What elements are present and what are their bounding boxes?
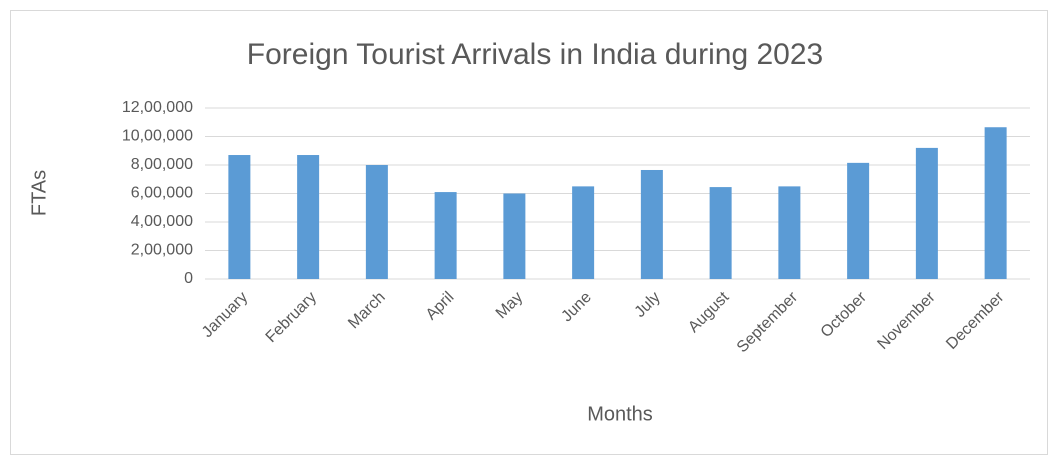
y-axis-title: FTAs — [28, 170, 50, 216]
y-tick-label: 12,00,000 — [122, 99, 193, 116]
bar — [778, 186, 801, 279]
bar — [228, 155, 251, 279]
chart-title: Foreign Tourist Arrivals in India during… — [247, 38, 823, 71]
bar — [434, 192, 457, 279]
bar — [572, 186, 595, 279]
chart-border — [10, 10, 1048, 455]
bar — [915, 147, 938, 279]
y-tick-label: 6,00,000 — [131, 185, 193, 202]
y-tick-label: 8,00,000 — [131, 156, 193, 173]
y-tick-label: 10,00,000 — [122, 128, 193, 145]
x-axis-title: Months — [587, 403, 653, 425]
y-tick-label: 2,00,000 — [131, 242, 193, 259]
y-tick-label: 0 — [184, 270, 193, 287]
bar — [503, 193, 526, 279]
y-tick-label: 4,00,000 — [131, 213, 193, 230]
bar — [297, 155, 320, 279]
bar — [640, 169, 663, 279]
bar — [847, 162, 870, 279]
bar — [365, 165, 388, 279]
bar — [709, 187, 732, 279]
bar — [984, 127, 1007, 279]
